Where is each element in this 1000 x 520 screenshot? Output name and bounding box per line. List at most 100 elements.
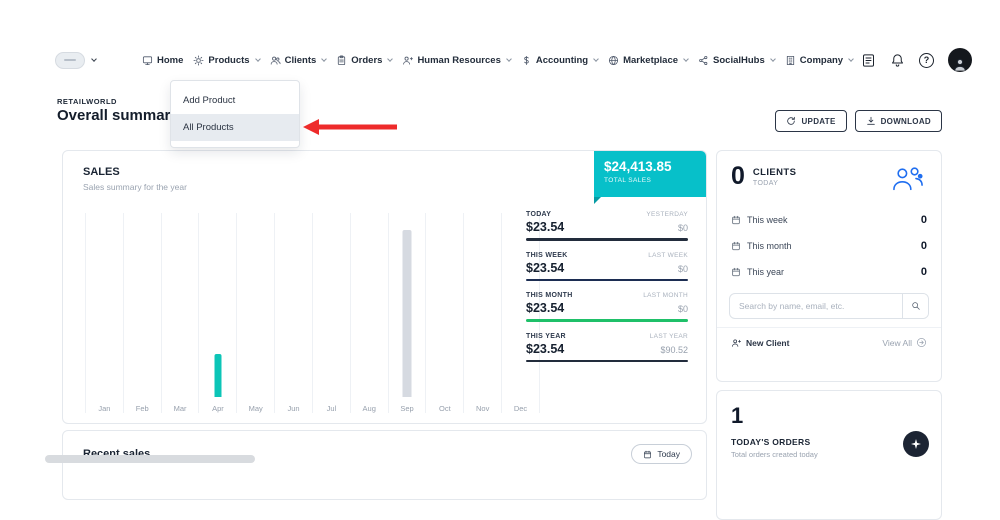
stat-value: $23.54 bbox=[526, 220, 564, 234]
nav-item-label: Company bbox=[800, 55, 843, 66]
chart-month-label: Mar bbox=[162, 404, 199, 413]
chart-column: Sep bbox=[388, 213, 426, 413]
help-icon[interactable]: ? bbox=[919, 53, 934, 68]
nav-item-socialhubs[interactable]: SocialHubs bbox=[698, 55, 775, 66]
chart-column: Mar bbox=[161, 213, 199, 413]
chart-month-label: Jan bbox=[86, 404, 123, 413]
nav-item-marketplace[interactable]: Marketplace bbox=[608, 55, 688, 66]
sales-chart: JanFebMarAprMayJunJulAugSepOctNovDec bbox=[85, 213, 540, 413]
download-button[interactable]: DOWNLOAD bbox=[855, 110, 942, 132]
clients-card: 0 CLIENTS TODAY This week 0 This month 0… bbox=[716, 150, 942, 382]
clients-row-label: This month bbox=[747, 241, 792, 251]
stat-row-this-year: THIS YEARLAST YEAR $23.54$90.52 bbox=[526, 333, 688, 363]
total-sales-amount: $24,413.85 bbox=[604, 159, 696, 174]
chart-column: Jun bbox=[274, 213, 312, 413]
globe-icon bbox=[608, 55, 619, 66]
client-search bbox=[729, 293, 929, 319]
dollar-icon bbox=[521, 55, 532, 66]
monitor-icon bbox=[142, 55, 153, 66]
horizontal-scrollbar-thumb[interactable] bbox=[45, 455, 255, 463]
sales-card: SALES Sales summary for the year $24,413… bbox=[62, 150, 707, 424]
people-icon bbox=[270, 55, 281, 66]
user-avatar[interactable] bbox=[948, 48, 972, 72]
update-button[interactable]: UPDATE bbox=[775, 110, 846, 132]
stat-underline bbox=[526, 319, 688, 322]
menu-item-add-product[interactable]: Add Product bbox=[171, 87, 299, 114]
nav-item-home[interactable]: Home bbox=[142, 55, 183, 66]
sparkle-badge bbox=[903, 431, 929, 457]
new-client-link[interactable]: New Client bbox=[731, 338, 789, 348]
chevron-down-icon bbox=[593, 56, 599, 62]
clients-row-this-week[interactable]: This week 0 bbox=[717, 207, 941, 233]
orders-subtitle: Total orders created today bbox=[731, 450, 927, 459]
chevron-down-icon bbox=[388, 56, 394, 62]
stat-underline bbox=[526, 360, 688, 363]
chevron-down-icon bbox=[506, 56, 512, 62]
sales-stats: TODAYYESTERDAY $23.54$0 THIS WEEKLAST WE… bbox=[526, 211, 688, 373]
view-all-label: View All bbox=[882, 338, 912, 348]
share-network-icon bbox=[698, 55, 709, 66]
page-title: Overall summary bbox=[57, 107, 179, 124]
sparkle-icon bbox=[910, 438, 922, 450]
products-dropdown-menu: Add Product All Products bbox=[170, 80, 300, 148]
total-sales-label: TOTAL SALES bbox=[604, 177, 696, 184]
chart-month-label: Feb bbox=[124, 404, 161, 413]
nav-item-products[interactable]: Products bbox=[193, 55, 259, 66]
people-group-icon bbox=[889, 164, 927, 199]
new-client-label: New Client bbox=[746, 338, 789, 348]
chart-month-label: Aug bbox=[351, 404, 388, 413]
stat-label: THIS WEEK bbox=[526, 252, 568, 259]
chart-month-label: May bbox=[237, 404, 274, 413]
nav-item-clients[interactable]: Clients bbox=[270, 55, 327, 66]
chart-column: Feb bbox=[123, 213, 161, 413]
stat-row-today: TODAYYESTERDAY $23.54$0 bbox=[526, 211, 688, 241]
chart-month-label: Sep bbox=[389, 404, 426, 413]
chevron-down-icon bbox=[321, 56, 327, 62]
clients-card-footer: New Client View All bbox=[717, 327, 941, 357]
recent-sales-card: Recent sales Today bbox=[62, 430, 707, 500]
download-button-label: DOWNLOAD bbox=[881, 117, 931, 126]
orders-title: TODAY'S ORDERS bbox=[731, 437, 927, 447]
chevron-down-icon bbox=[255, 56, 261, 62]
clients-title: CLIENTS bbox=[753, 167, 796, 178]
nav-item-human-resources[interactable]: Human Resources bbox=[402, 55, 510, 66]
client-search-input[interactable] bbox=[730, 301, 902, 311]
nav-item-company[interactable]: Company bbox=[785, 55, 853, 66]
calendar-icon bbox=[643, 450, 652, 459]
chevron-down-icon bbox=[683, 56, 689, 62]
stat-compare-label: LAST MONTH bbox=[643, 292, 688, 299]
stat-compare-value: $0 bbox=[678, 264, 688, 274]
app-logo[interactable] bbox=[55, 52, 96, 69]
nav-item-orders[interactable]: Orders bbox=[336, 55, 392, 66]
stat-underline bbox=[526, 279, 688, 282]
nav-item-accounting[interactable]: Accounting bbox=[521, 55, 598, 66]
clients-row-value: 0 bbox=[921, 266, 927, 278]
chart-column: Aug bbox=[350, 213, 388, 413]
stat-underline bbox=[526, 238, 688, 241]
clients-row-this-month[interactable]: This month 0 bbox=[717, 233, 941, 259]
clients-row-this-year[interactable]: This year 0 bbox=[717, 259, 941, 285]
chart-bar bbox=[214, 354, 221, 397]
nav-item-label: Clients bbox=[285, 55, 317, 66]
today-filter-button[interactable]: Today bbox=[631, 444, 692, 464]
nav-item-label: Orders bbox=[351, 55, 382, 66]
download-icon bbox=[866, 116, 876, 126]
building-icon bbox=[785, 55, 796, 66]
chart-bar bbox=[403, 230, 412, 397]
logo-mark-icon bbox=[55, 52, 85, 69]
view-all-link[interactable]: View All bbox=[882, 337, 927, 348]
arrow-right-circle-icon bbox=[916, 337, 927, 348]
bell-icon[interactable] bbox=[890, 53, 905, 68]
annotation-arrow bbox=[303, 116, 399, 138]
search-icon bbox=[911, 301, 921, 311]
nav-actions: ? bbox=[861, 48, 972, 72]
chevron-down-icon bbox=[91, 56, 97, 62]
orders-card: 1 TODAY'S ORDERS Total orders created to… bbox=[716, 390, 942, 520]
menu-item-all-products[interactable]: All Products bbox=[171, 114, 299, 141]
stat-row-this-month: THIS MONTHLAST MONTH $23.54$0 bbox=[526, 292, 688, 322]
chart-column: Oct bbox=[425, 213, 463, 413]
chart-column: Jan bbox=[85, 213, 123, 413]
notes-icon[interactable] bbox=[861, 53, 876, 68]
client-search-button[interactable] bbox=[902, 294, 928, 318]
person-plus-icon bbox=[402, 55, 413, 66]
